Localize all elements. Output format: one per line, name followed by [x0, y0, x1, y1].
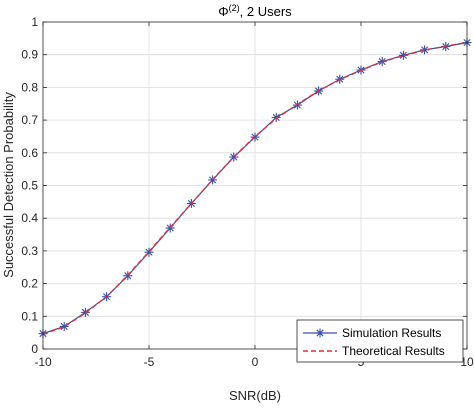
chart-title-symbol: Φ: [218, 4, 228, 19]
marker-stroke: [421, 46, 429, 54]
legend: Simulation Results Theoretical Results: [296, 319, 464, 363]
y-tick-label: 0.5: [21, 179, 38, 193]
legend-label-theoretical: Theoretical Results: [342, 344, 445, 358]
y-tick-label: 0.6: [21, 146, 38, 160]
series-layer: [38, 38, 472, 339]
data-point-series-0: [59, 321, 69, 331]
y-tick-label: 0: [31, 342, 38, 356]
y-tick-label: 0.7: [21, 113, 38, 127]
x-tick-label: 0: [252, 355, 259, 369]
y-tick-label: 0.8: [21, 80, 38, 94]
data-point-series-0: [271, 112, 281, 122]
y-tick-label: 0.4: [21, 211, 38, 225]
marker-stroke: [316, 329, 324, 337]
x-tick-label: 10: [460, 355, 474, 369]
y-tick-label: 0.2: [21, 277, 38, 291]
y-tick-label: 1: [31, 15, 38, 29]
marker-stroke: [60, 322, 68, 331]
y-tick-label: 0.3: [21, 244, 38, 258]
legend-samples: [303, 328, 337, 352]
y-tick-label: 0.1: [21, 309, 38, 323]
series-line-1: [42, 41, 468, 335]
chart-title: Φ(2), 2 Users: [218, 3, 292, 19]
x-axis-label: SNR(dB): [229, 388, 281, 403]
chart-title-rest: , 2 Users: [240, 4, 293, 19]
marker-stroke: [272, 113, 280, 122]
y-tick-label: 0.9: [21, 48, 38, 62]
marker-stroke: [399, 51, 407, 59]
y-axis-label: Successful Detection Probability: [1, 92, 16, 278]
data-point-series-0: [229, 152, 239, 162]
legend-box: [296, 319, 464, 363]
legend-label-simulation: Simulation Results: [342, 326, 441, 340]
grid-lines: [43, 22, 467, 349]
legend-marker-simulation: [315, 328, 325, 338]
x-tick-label: -10: [34, 355, 52, 369]
x-tick-label: -5: [144, 355, 155, 369]
chart-title-superscript: (2): [229, 3, 240, 13]
